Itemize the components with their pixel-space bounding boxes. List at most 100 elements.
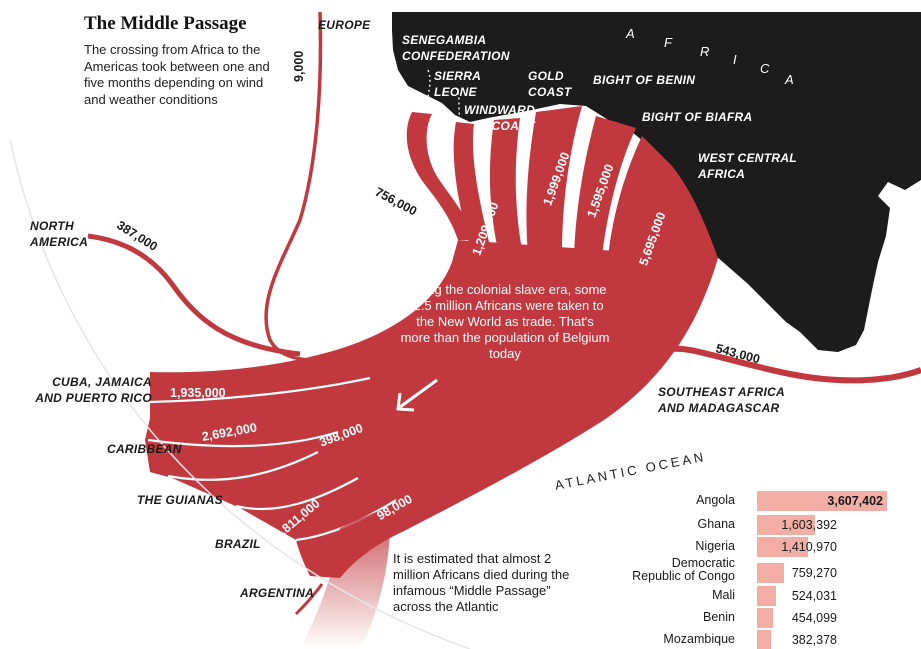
globe-edge xyxy=(9,139,471,649)
destination-line: CARIBBEAN xyxy=(107,442,182,456)
route-north-america xyxy=(87,233,301,357)
bar-category-line: Angola xyxy=(696,493,735,507)
region-line: COAST xyxy=(491,119,536,133)
flow-label-europe: 9,000 xyxy=(292,50,306,82)
flow-label-cuba: 1,935,000 xyxy=(170,386,226,400)
region-line: SOUTHEAST AFRICA xyxy=(658,385,786,399)
main-flow-body xyxy=(145,240,718,578)
continent-letter: R xyxy=(700,44,710,59)
continent-letter: C xyxy=(760,61,770,76)
bar-value-label: 454,099 xyxy=(791,611,837,625)
region-line: AND MADAGASCAR xyxy=(658,401,780,415)
destination-europe: EUROPE xyxy=(318,17,370,33)
center-note: During the colonial slave era, some 12.5… xyxy=(400,282,610,361)
region-line: LEONE xyxy=(434,85,477,99)
divider-2 xyxy=(147,430,339,448)
bar xyxy=(757,608,773,628)
destination-argentina: ARGENTINA xyxy=(240,585,314,601)
destination-line: ARGENTINA xyxy=(240,586,315,600)
region-windward-coast: WINDWARD COAST xyxy=(464,102,535,134)
destination-brazil: BRAZIL xyxy=(215,536,261,552)
destination-line: CUBA, JAMAICA xyxy=(52,375,152,389)
region-line: WEST CENTRAL xyxy=(698,151,797,165)
bar-row: Nigeria 1,410,970 xyxy=(640,536,900,558)
stream-gold xyxy=(489,118,522,250)
bar xyxy=(757,586,776,606)
bar-row: Ghana 1,603,392 xyxy=(640,514,900,536)
bar-value-label: 759,270 xyxy=(791,566,837,580)
region-line: AFRICA xyxy=(698,167,746,181)
region-line: COAST xyxy=(528,85,572,99)
bar-category-label: Democratic Republic of Congo xyxy=(632,557,735,583)
bar-value-label: 1,410,970 xyxy=(781,540,837,554)
divider-3 xyxy=(167,451,319,481)
flow-direction-arrow-icon xyxy=(396,378,438,412)
destination-line: BRAZIL xyxy=(215,537,261,551)
bar xyxy=(757,537,808,557)
country-bar-chart: Angola 3,607,402 Ghana 1,603,392 Nigeria 1,41… xyxy=(632,490,900,649)
bar-category-label: Angola xyxy=(696,494,735,507)
destination-north-america: NORTH AMERICA xyxy=(30,218,88,250)
stream-windward xyxy=(453,122,490,246)
region-line: WINDWARD xyxy=(464,103,536,117)
page-subtitle: The crossing from Africa to the Americas… xyxy=(84,42,270,107)
page-title: The Middle Passage xyxy=(84,13,247,34)
bar-category-label: Mozambique xyxy=(663,633,735,646)
region-line: GOLD xyxy=(528,69,564,83)
bar-value-label: 1,603,392 xyxy=(781,518,837,532)
bar-category-line: Benin xyxy=(703,610,735,624)
continent-letter: I xyxy=(733,52,737,67)
region-line: BIGHT OF BENIN xyxy=(593,73,696,87)
region-bight-of-biafra: BIGHT OF BIAFRA xyxy=(642,109,753,125)
bar-category-label: Benin xyxy=(703,611,735,624)
bottom-note: It is estimated that almost 2 million Af… xyxy=(393,551,570,614)
region-line: CONFEDERATION xyxy=(402,49,510,63)
bar-value-label: 3,607,402 xyxy=(827,494,883,508)
destination-line: AMERICA xyxy=(30,235,89,249)
bar-category-line: Republic of Congo xyxy=(632,569,735,583)
bar-category-label: Nigeria xyxy=(695,540,735,553)
bar-value-label: 382,378 xyxy=(791,633,837,647)
destination-line: EUROPE xyxy=(318,18,371,32)
divider-4 xyxy=(235,477,359,511)
africa-landmass xyxy=(392,12,921,352)
bar-row: Mali 524,031 xyxy=(640,585,900,607)
region-west-central-africa: WEST CENTRAL AFRICA xyxy=(698,150,797,182)
route-southeast-africa xyxy=(634,345,921,384)
bar xyxy=(757,630,771,649)
region-sierra-leone: SIERRA LEONE xyxy=(434,68,481,100)
bar-row: Benin 454,099 xyxy=(640,607,900,629)
bar-row: Angola 3,607,402 xyxy=(640,490,900,512)
stream-biafra xyxy=(574,116,636,256)
region-gold-coast: GOLD COAST xyxy=(528,68,572,100)
bar-category-line: Democratic xyxy=(671,556,735,570)
bar-category-line: Nigeria xyxy=(695,539,735,553)
bar xyxy=(757,515,815,535)
region-line: SIERRA xyxy=(434,69,482,83)
bar-category-line: Mozambique xyxy=(663,632,735,646)
stream-benin xyxy=(526,106,582,254)
bar-row: Democratic Republic of Congo 759,270 xyxy=(632,557,900,587)
destination-line: NORTH xyxy=(30,219,74,233)
destination-cuba-jamaica-puerto-rico: CUBA, JAMAICA AND PUERTO RICO xyxy=(34,374,152,406)
bar-category-label: Mali xyxy=(712,589,735,602)
divider-1 xyxy=(149,376,371,404)
region-bight-of-benin: BIGHT OF BENIN xyxy=(593,72,695,88)
stream-senegambia xyxy=(406,112,476,240)
route-argentina xyxy=(294,583,324,616)
destination-guianas: THE GUIANAS xyxy=(137,492,223,508)
continent-letter: F xyxy=(664,35,672,50)
bar-value-label: 524,031 xyxy=(791,589,837,603)
region-southeast-africa: SOUTHEAST AFRICA AND MADAGASCAR xyxy=(658,384,785,416)
continent-letter: A xyxy=(785,72,794,87)
deaths-wedge xyxy=(300,506,391,649)
stream-west-central xyxy=(608,136,718,258)
destination-line: AND PUERTO RICO xyxy=(35,391,152,405)
region-line: SENEGAMBIA xyxy=(402,33,487,47)
destination-line: THE GUIANAS xyxy=(137,493,223,507)
bar-row: Mozambique 382,378 xyxy=(640,629,900,649)
region-line: BIGHT OF BIAFRA xyxy=(642,110,753,124)
continent-letter: A xyxy=(626,26,635,41)
